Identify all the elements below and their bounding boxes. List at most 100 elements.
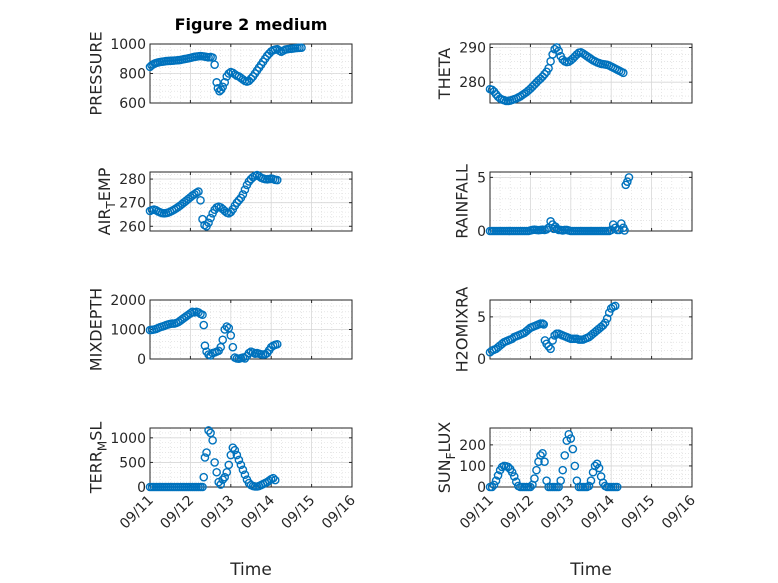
y-axis-label-tail: LUX <box>435 422 454 453</box>
y-axis-label-main: H2OMIXRA <box>452 287 471 373</box>
data-point <box>600 318 610 328</box>
data-point <box>586 476 596 485</box>
data-point <box>554 46 563 56</box>
data-point <box>507 467 517 477</box>
y-tick-label: 0 <box>477 224 486 240</box>
y-tick-label: 500 <box>119 455 146 471</box>
data-point <box>272 175 282 185</box>
data-point <box>623 177 632 186</box>
data-point <box>544 342 553 351</box>
data-point <box>604 308 614 317</box>
data-point <box>240 185 250 194</box>
data-point <box>228 443 238 452</box>
data-point <box>236 460 246 470</box>
data-point <box>610 301 620 311</box>
data-point <box>220 472 230 482</box>
data-point <box>530 474 539 483</box>
data-point <box>540 457 549 467</box>
data-point <box>487 482 497 492</box>
data-point <box>598 320 608 330</box>
axes-box <box>489 299 693 360</box>
data-point <box>570 461 580 471</box>
data-point <box>550 331 559 340</box>
y-tick-label: 1000 <box>110 37 146 53</box>
data-point <box>244 348 254 358</box>
data-point <box>212 78 221 87</box>
x-axis-label: Time <box>569 560 612 580</box>
y-tick-label: 290 <box>459 40 486 56</box>
data-point <box>200 341 210 351</box>
y-tick-label: 0 <box>137 480 146 496</box>
data-point <box>204 426 213 435</box>
data-point <box>540 69 549 79</box>
y-tick-label: 0 <box>137 352 146 368</box>
y-tick-label: 0 <box>477 352 486 368</box>
data-point <box>550 44 559 54</box>
data-point <box>572 50 582 59</box>
data-point <box>272 339 282 349</box>
data-point <box>240 470 250 480</box>
y-tick-label: 0 <box>477 480 486 496</box>
y-axis-label-main: TERR <box>87 451 106 494</box>
data-point <box>210 60 219 69</box>
x-axis-label: Time <box>229 560 272 580</box>
y-tick-label: 260 <box>119 219 146 235</box>
data-point <box>208 435 217 445</box>
subplot-6: 0 5 H2OMIXRA <box>452 287 693 373</box>
data-point <box>536 451 545 460</box>
data-point <box>228 342 238 352</box>
data-point <box>220 78 230 87</box>
data-point <box>526 482 535 492</box>
data-point <box>270 475 280 485</box>
data-point <box>202 448 211 457</box>
y-axis-label-tail: SL <box>87 422 106 441</box>
y-axis-label: SUNFLUX <box>435 422 458 494</box>
data-point <box>584 481 594 491</box>
data-point <box>624 173 634 182</box>
data-point <box>248 172 258 182</box>
data-point <box>617 219 626 228</box>
data-point <box>511 477 521 487</box>
data-point <box>186 308 195 318</box>
data-point <box>240 354 250 363</box>
y-axis-label-main: RAINFALL <box>452 164 471 239</box>
y-axis-label: PRESSURE <box>87 31 106 115</box>
y-tick-label: 5 <box>477 310 486 326</box>
y-tick-label: 600 <box>119 96 146 112</box>
data-point <box>539 320 549 329</box>
data-point <box>234 196 244 205</box>
data-point <box>509 472 519 481</box>
data-point <box>224 69 234 78</box>
y-tick-label: 200 <box>459 438 486 454</box>
y-tick-label: 100 <box>459 459 486 475</box>
data-point <box>216 480 225 489</box>
data-point <box>566 434 576 443</box>
data-point <box>226 331 236 340</box>
y-axis-label: MIXDEPTH <box>87 288 106 371</box>
data-point <box>558 465 568 475</box>
y-tick-label: 2000 <box>110 293 146 309</box>
data-point <box>232 450 242 460</box>
y-axis-label: TERRMSL <box>87 422 110 495</box>
y-axis-label: AIRTEMP <box>95 167 118 235</box>
y-tick-label: 1000 <box>110 323 146 339</box>
data-point <box>546 344 555 354</box>
data-point <box>230 445 240 455</box>
data-point <box>592 459 602 469</box>
data-point <box>206 213 215 223</box>
y-axis-label-subscript: F <box>444 452 458 459</box>
data-point <box>238 465 248 475</box>
y-axis-label-main: THETA <box>435 48 454 100</box>
data-point <box>218 82 228 92</box>
y-axis-label: THETA <box>435 48 454 100</box>
data-point <box>212 467 221 477</box>
y-tick-label: 1000 <box>110 431 146 447</box>
data-point <box>196 196 205 205</box>
data-point <box>198 214 207 224</box>
y-tick-label: 270 <box>119 196 146 212</box>
data-point <box>234 455 244 465</box>
